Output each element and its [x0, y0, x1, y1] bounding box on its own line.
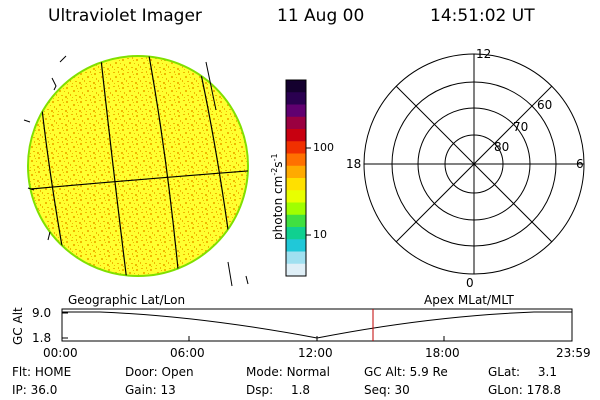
earth-image [23, 55, 249, 287]
colorbar-swatch [286, 202, 306, 216]
colorbar-swatch [286, 178, 306, 191]
colorbar-tick-10: 10 [313, 228, 327, 241]
colorbar-unit-label: photon cm-2s-1 [270, 153, 285, 240]
date-label: 11 Aug 00 [277, 6, 365, 26]
colorbar-swatch [286, 239, 306, 252]
mlt-label-0: 0 [466, 276, 474, 290]
colorbar-swatch [286, 116, 306, 130]
colorbar-swatch [286, 104, 306, 118]
mlt-label-18: 18 [346, 157, 362, 171]
colorbar-swatch [286, 141, 306, 154]
time-tick-0000: 00:00 [43, 346, 78, 360]
colorbar-swatch [286, 80, 306, 93]
mlat-label-80: 80 [494, 140, 510, 154]
colorbar-swatch [286, 129, 306, 142]
colorbar-swatch [286, 214, 306, 228]
time-tick-0600: 06:00 [170, 346, 205, 360]
mlat-label-60: 60 [537, 98, 553, 112]
geographic-panel-label: Geographic Lat/Lon [68, 293, 186, 307]
alt-tick-9: 9.0 [32, 306, 52, 320]
colorbar-swatch [286, 153, 306, 167]
time-tick-1800: 18:00 [425, 346, 460, 360]
gc-alt-axis-label: GC Alt [11, 307, 25, 345]
mode-field: Mode: Normal [246, 365, 330, 379]
colorbar-tick-100: 100 [313, 141, 334, 154]
ip-field: IP: 36.0 [12, 383, 58, 397]
time-tick-1200: 12:00 [298, 346, 333, 360]
door-field: Door: Open [125, 365, 194, 379]
gc-alt-field: GC Alt: 5.9 Re [364, 365, 448, 379]
glon-field: GLon: 178.8 [488, 383, 561, 397]
altitude-plot [61, 308, 573, 342]
colorbar-swatch [286, 165, 306, 179]
glat-field: GLat: 3.1 [488, 365, 558, 379]
instrument-title: Ultraviolet Imager [48, 6, 202, 26]
color-bar [285, 79, 311, 277]
flt-field: Flt: HOME [12, 365, 72, 379]
gain-field: Gain: 13 [125, 383, 176, 397]
colorbar-swatch [286, 263, 306, 277]
colorbar-swatch [286, 190, 306, 203]
mlat-label-70: 70 [513, 120, 529, 134]
colorbar-swatch [286, 251, 306, 265]
alt-tick-1-8: 1.8 [32, 331, 52, 345]
dsp-field: Dsp: 1.8 [246, 383, 311, 397]
colorbar-swatch [286, 92, 306, 105]
time-tick-2359: 23:59 [556, 346, 591, 360]
colorbar-swatch [286, 227, 306, 240]
mlt-label-12: 12 [476, 47, 492, 61]
polar-plot [363, 53, 585, 275]
apex-panel-label: Apex MLat/MLT [424, 293, 514, 307]
time-label: 14:51:02 UT [430, 6, 535, 26]
mlt-label-6: 6 [576, 157, 584, 171]
seq-field: Seq: 30 [364, 383, 410, 397]
